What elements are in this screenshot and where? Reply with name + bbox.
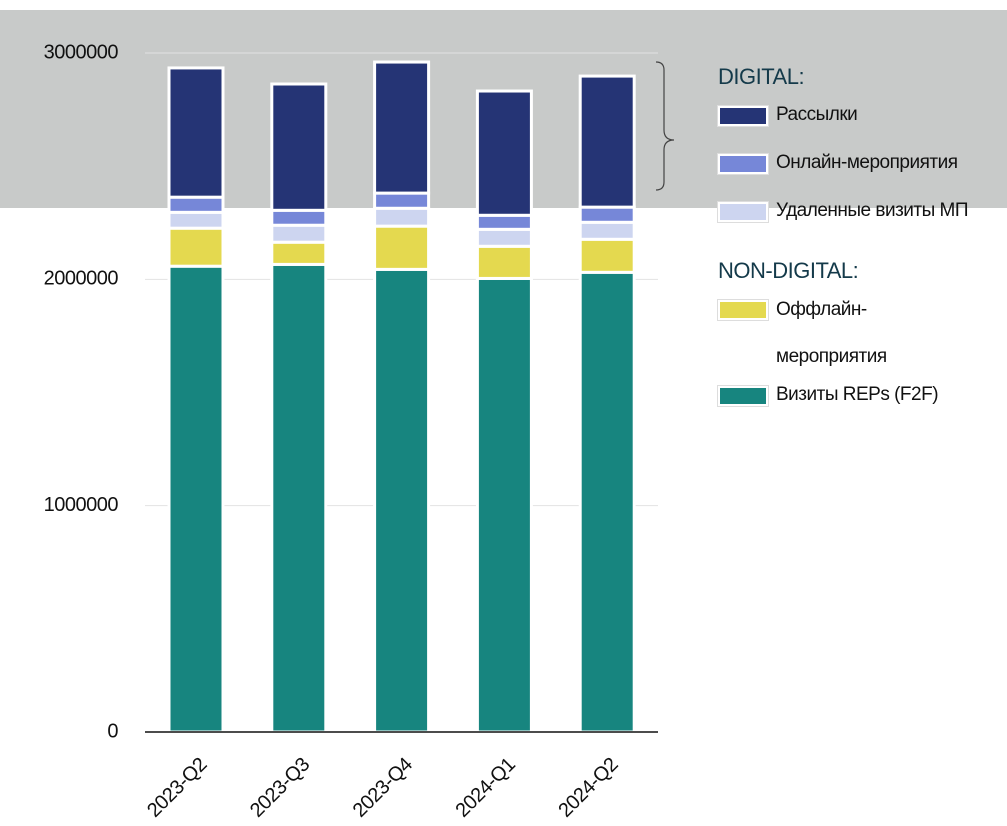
bar-segment — [578, 237, 636, 274]
legend-item: Удаленные визиты МП — [717, 196, 1007, 244]
legend-swatch — [717, 299, 769, 321]
bar-segment — [270, 240, 328, 266]
bar-segment — [373, 267, 431, 734]
bar-segment — [167, 195, 225, 214]
y-tick-label: 2000000 — [44, 268, 119, 290]
bar-segment — [373, 191, 431, 210]
bar-segment — [578, 74, 636, 209]
bar-segment — [270, 223, 328, 244]
legend-swatch — [717, 105, 769, 127]
legend-item: Онлайн-мероприятия — [717, 148, 1007, 196]
x-tick-label: 2023-Q4 — [349, 753, 417, 821]
x-tick-label: 2023-Q3 — [246, 753, 314, 821]
legend-item: Визиты REPs (F2F) — [717, 380, 1007, 428]
bar-segment — [167, 264, 225, 734]
bar-segment — [373, 224, 431, 271]
bar-segment — [167, 226, 225, 268]
bar-segment — [475, 213, 533, 231]
legend-swatch — [717, 201, 769, 223]
bar-segment — [475, 227, 533, 248]
legend-group-title: DIGITAL: — [718, 64, 805, 89]
bar-segment — [475, 276, 533, 734]
bar-segment — [578, 220, 636, 241]
y-tick-label: 0 — [107, 720, 118, 742]
bar-segment — [475, 244, 533, 280]
legend-item: Рассылки — [717, 100, 1007, 148]
bar-segment — [373, 206, 431, 228]
legend-swatch — [717, 385, 769, 407]
brace — [655, 61, 675, 191]
y-tick-label: 3000000 — [44, 41, 119, 63]
legend-label: Удаленные визиты МП — [776, 200, 969, 221]
bar-segment — [578, 270, 636, 734]
legend-item: Оффлайн-мероприятия — [717, 294, 1007, 380]
legend: DIGITAL: Рассылки Онлайн-мероприятия Удален… — [717, 50, 1007, 428]
bar-segment — [270, 82, 328, 212]
bar-segment — [578, 205, 636, 224]
legend-label: Оффлайн-мероприятия — [776, 299, 887, 367]
bar-segment — [167, 210, 225, 230]
legend-label: Онлайн-мероприятия — [776, 152, 958, 173]
legend-label: Визиты REPs (F2F) — [776, 384, 939, 405]
bar-segment — [270, 262, 328, 734]
legend-label: Рассылки — [776, 104, 858, 125]
bar-segment — [270, 208, 328, 227]
bar-segment — [475, 89, 533, 217]
x-tick-label: 2024-Q1 — [452, 753, 520, 821]
legend-group-title: NON-DIGITAL: — [718, 258, 859, 283]
legend-swatch — [717, 153, 769, 175]
x-tick-label: 2023-Q2 — [143, 753, 211, 821]
bar-segment — [373, 60, 431, 195]
x-tick-label: 2024-Q2 — [554, 753, 622, 821]
y-tick-label: 1000000 — [44, 494, 119, 516]
bar-segment — [167, 66, 225, 199]
